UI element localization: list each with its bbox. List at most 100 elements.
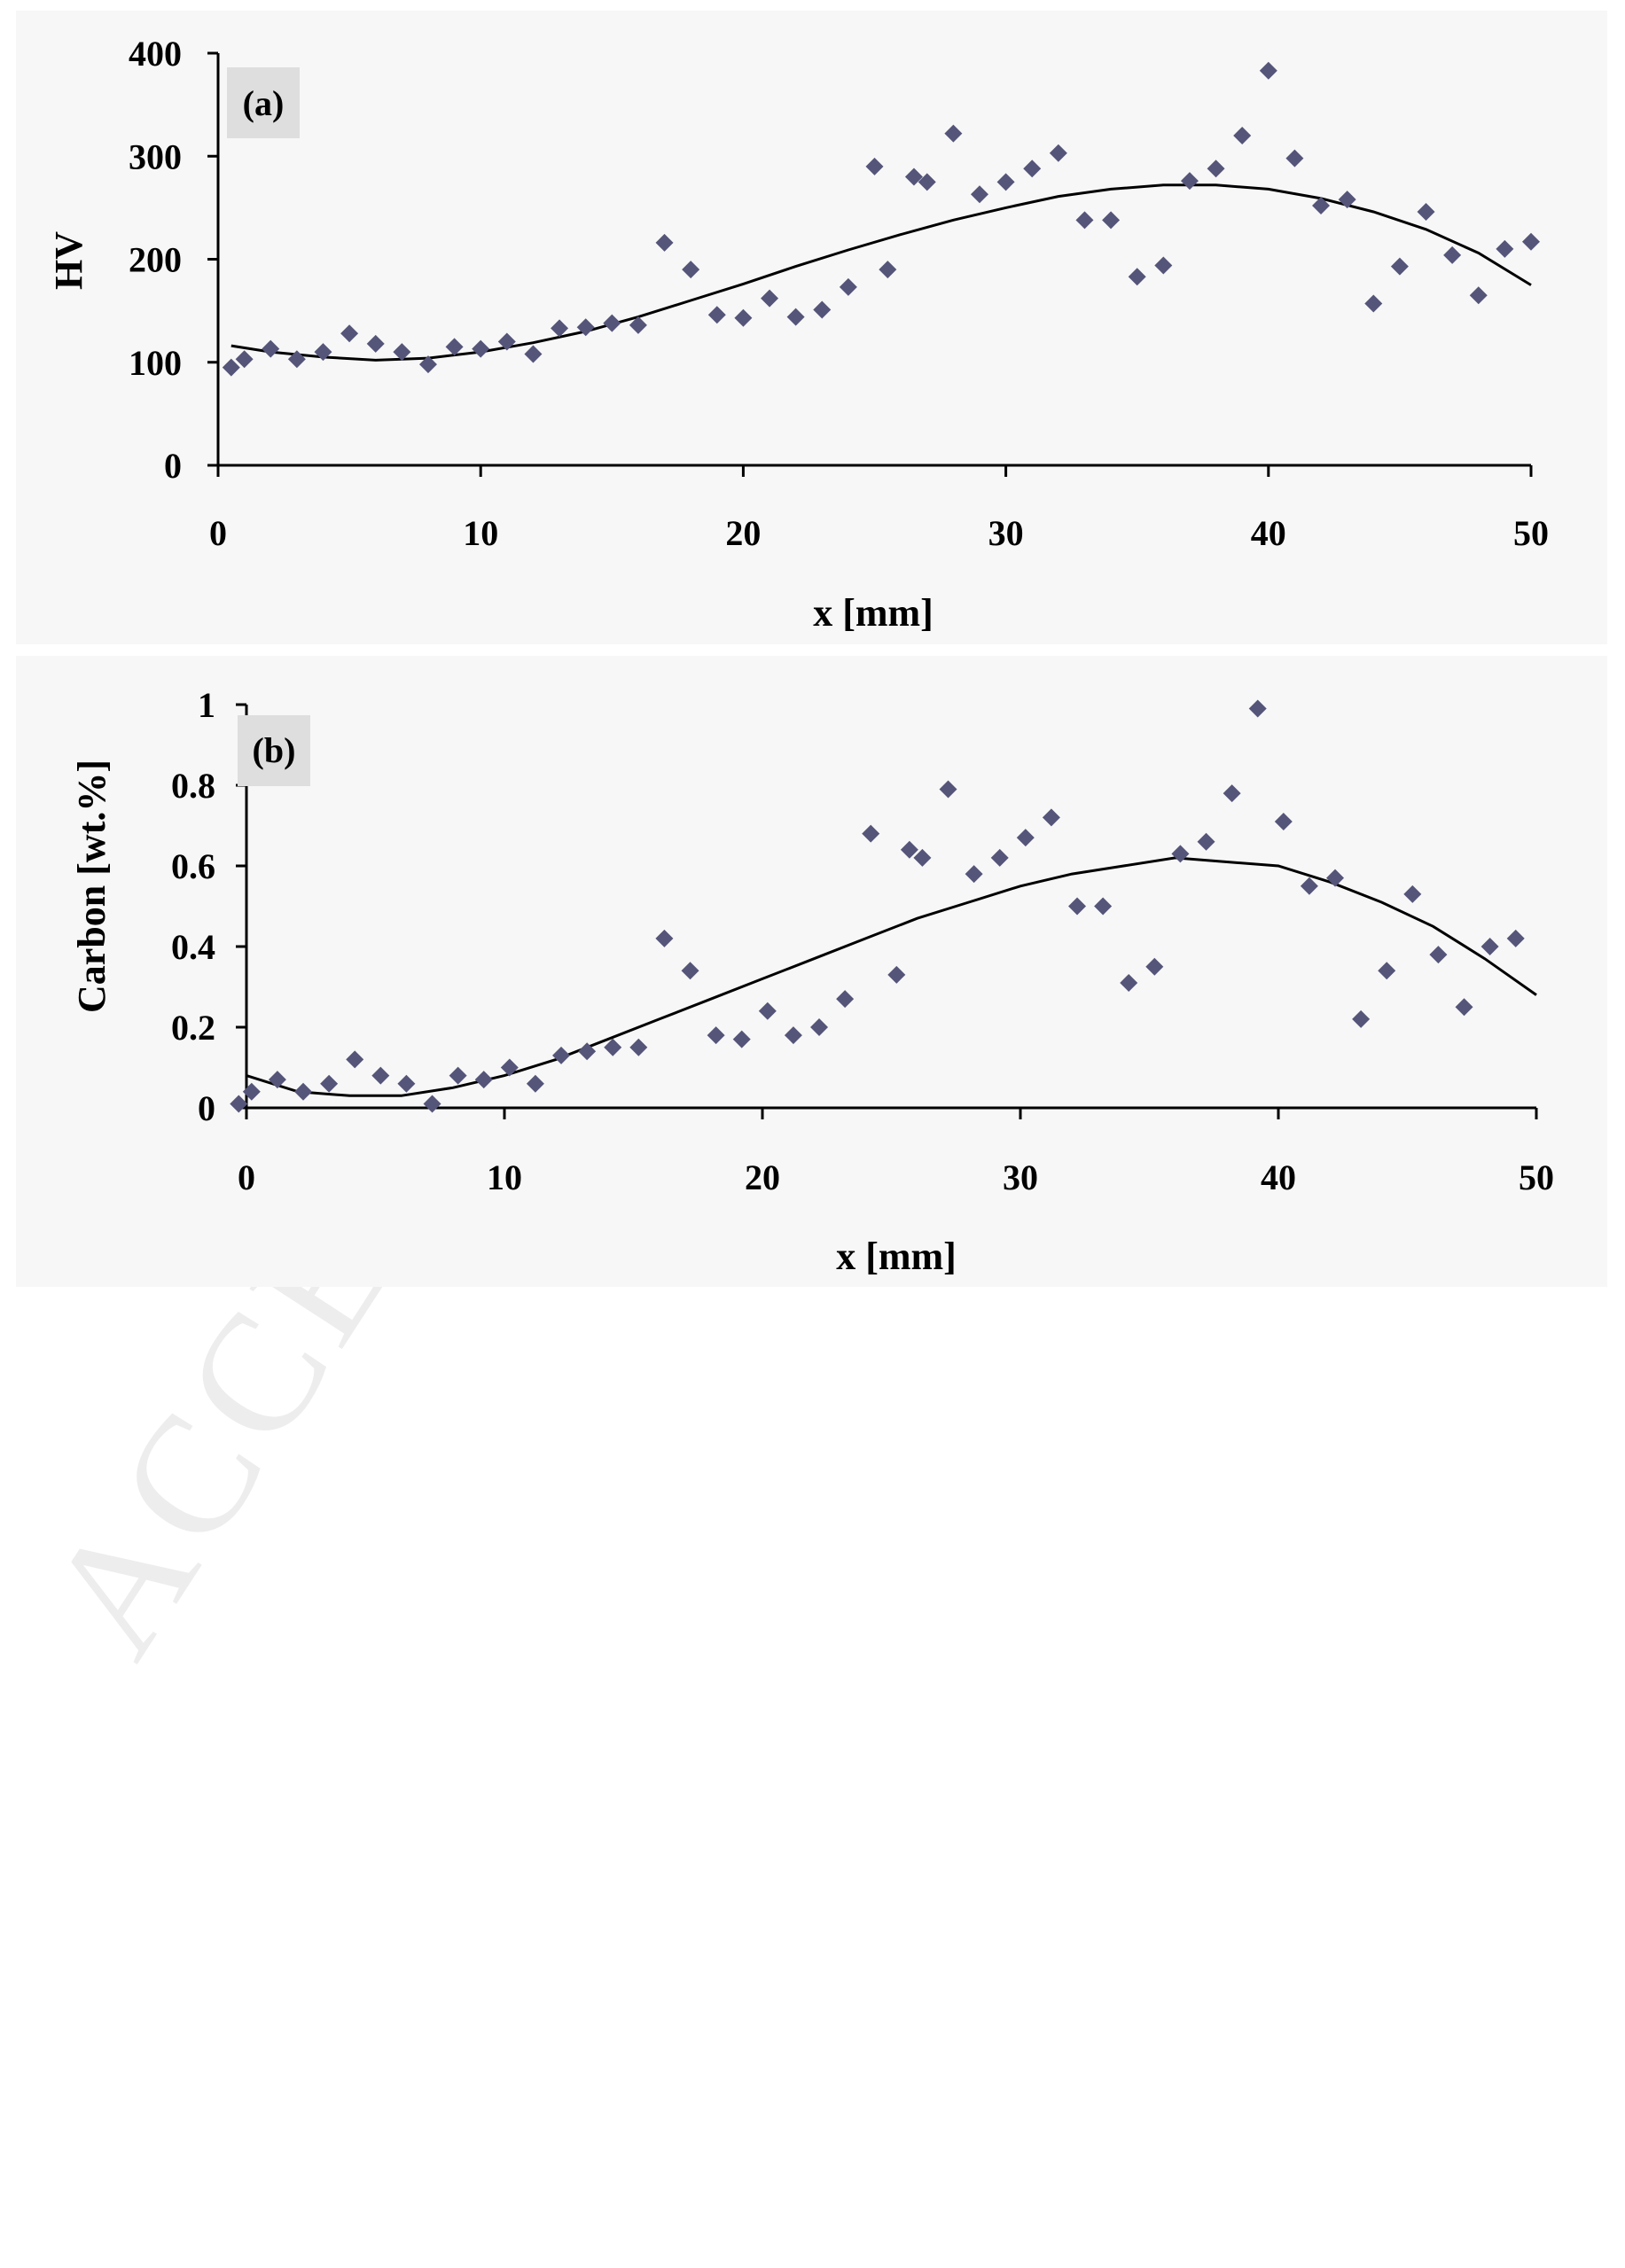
data-point (287, 350, 306, 369)
data-point (965, 865, 983, 884)
data-point (1128, 268, 1146, 286)
data-point (1443, 246, 1462, 264)
data-point (449, 1066, 467, 1085)
data-point (1233, 127, 1252, 144)
data-point (1326, 869, 1345, 887)
data-point (551, 319, 569, 338)
y-tick-label: 0.6 (171, 846, 215, 886)
data-point (629, 316, 647, 334)
data-point (268, 1071, 286, 1089)
data-point (1455, 998, 1473, 1017)
data-point (990, 848, 1009, 867)
data-point (578, 1042, 597, 1061)
data-point (500, 1058, 519, 1077)
data-point (734, 308, 753, 327)
data-point (262, 339, 280, 358)
data-point (497, 332, 516, 351)
data-point (603, 314, 621, 332)
data-point (1154, 256, 1173, 275)
panel-a-xlabel: x [mm] (813, 591, 934, 635)
panel-a-label: (a) (243, 83, 285, 123)
data-point (1496, 239, 1514, 258)
plot-b: 00.20.40.60.810 10 20 30 40 50 (171, 685, 1554, 1197)
data-point (784, 1026, 802, 1045)
x-tick-label: 30 (988, 513, 1024, 553)
data-point (526, 1074, 544, 1093)
data-point (939, 780, 957, 799)
data-point (1023, 160, 1042, 178)
x-tick-label: 10 (487, 1157, 522, 1197)
panel-a-ylabel: HV (47, 231, 90, 290)
data-point (235, 350, 254, 369)
x-tick-label: 20 (745, 1157, 780, 1197)
data-point (1180, 172, 1199, 191)
y-tick-label: 300 (129, 136, 182, 176)
y-tick-label: 0 (164, 446, 182, 486)
y-tick-label: 0.8 (171, 766, 215, 806)
data-point (418, 355, 437, 374)
panel-a-label-box (227, 67, 300, 138)
data-point (1120, 973, 1138, 992)
x-tick-label: 30 (1003, 1157, 1038, 1197)
data-point (682, 261, 700, 279)
data-point (445, 338, 464, 356)
data-point (1403, 885, 1422, 903)
data-point (629, 1038, 648, 1056)
data-point (913, 848, 932, 867)
data-point (1300, 877, 1318, 895)
data-point (397, 1074, 416, 1093)
y-tick-label: 0.2 (171, 1008, 215, 1048)
y-tick-label: 0 (198, 1088, 215, 1128)
data-point (1197, 832, 1215, 851)
data-point (655, 929, 674, 947)
x-tick-label: 50 (1513, 513, 1549, 553)
data-point (474, 1071, 493, 1089)
data-point (1338, 191, 1356, 209)
data-point (366, 334, 385, 353)
trend-line (246, 856, 1537, 1097)
x-tick-label: 40 (1251, 513, 1286, 553)
data-point (320, 1074, 339, 1093)
data-point (1094, 897, 1113, 916)
panel-a: 0 100 200 300 400 0 10 20 30 40 50 (a) x [mm] HV (16, 11, 1607, 644)
data-point (707, 306, 726, 324)
data-point (862, 824, 880, 843)
data-point (314, 343, 332, 362)
data-point (1506, 929, 1525, 947)
data-point (1207, 160, 1225, 178)
data-point (1049, 144, 1067, 162)
x-tick-label: 0 (209, 513, 227, 553)
data-point (1016, 829, 1035, 847)
data-point (944, 124, 963, 143)
panel-b-xlabel: x [mm] (836, 1235, 957, 1278)
data-point (1223, 784, 1241, 803)
panel-b-label: (b) (253, 730, 296, 770)
data-point (1274, 812, 1293, 830)
y-tick-label: 200 (129, 240, 182, 280)
data-point (761, 289, 779, 308)
data-point (1312, 197, 1331, 215)
data-point (1285, 149, 1304, 168)
data-point (1390, 257, 1409, 276)
data-point (1145, 957, 1164, 976)
data-point (346, 1050, 364, 1069)
x-tick-label: 10 (463, 513, 498, 553)
y-tick-label: 1 (198, 685, 215, 725)
y-tick-label: 0.4 (171, 927, 215, 967)
data-point (1522, 232, 1540, 251)
x-tick-label: 20 (725, 513, 761, 553)
data-point (839, 277, 857, 296)
data-point (1068, 897, 1087, 916)
data-point (1248, 699, 1267, 718)
data-point (918, 173, 936, 191)
data-point (836, 990, 855, 1009)
data-point (1075, 211, 1094, 230)
panel-b-ylabel: Carbon [wt.%] (70, 760, 113, 1013)
data-point (604, 1038, 622, 1056)
data-point (758, 1002, 777, 1020)
data-point (1417, 203, 1435, 222)
data-point (786, 308, 805, 326)
data-point (294, 1082, 313, 1101)
data-point (1259, 61, 1277, 80)
